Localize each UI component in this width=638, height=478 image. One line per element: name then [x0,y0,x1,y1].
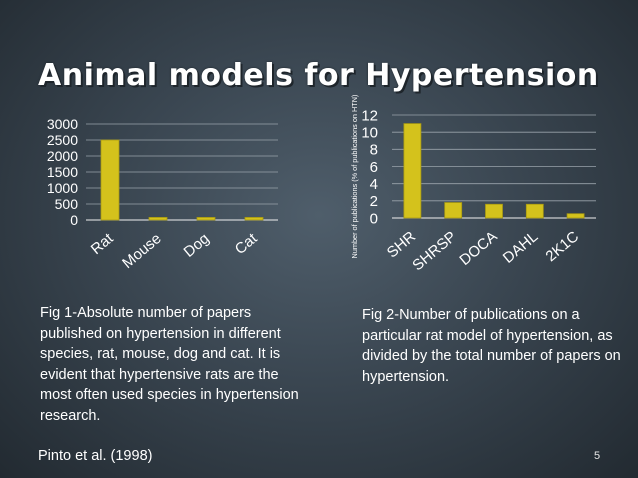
c2-ytick-label: 12 [361,107,378,124]
c2-bar [525,203,544,219]
c2-bar [566,213,585,219]
c1-category-label: Dog [181,230,213,261]
c1-category-label: Mouse [119,230,164,272]
caption-right: Fig 2-Number of publications on a partic… [362,307,621,385]
c2-category-label: 2K1C [542,228,582,265]
c2-ytick-label: 4 [370,176,378,193]
c2-ytick-label: 10 [361,124,378,141]
page-number: 5 [594,450,601,462]
c2-bar [485,203,503,219]
c1-bar [196,217,216,221]
c1-category-label: Cat [232,230,261,259]
c1-ytick-label: 0 [70,212,78,228]
c1-ytick-label: 1500 [47,164,78,180]
c2-bar [403,123,422,219]
c2-category-label: DOCA [456,228,500,269]
c1-ytick-label: 3000 [47,116,78,132]
c1-ytick-label: 2000 [47,148,78,164]
caption-left: Fig 1-Absolute number of papers publishe… [40,305,299,424]
c2-ytick-label: 6 [370,159,378,176]
c1-ytick-label: 1000 [47,180,78,196]
slide-title: Animal models for Hypertension [38,58,599,93]
c2-ytick-label: 0 [370,210,378,227]
c1-ytick-label: 2500 [47,132,78,148]
c1-bar [100,139,120,221]
c2-ytick-label: 8 [370,142,378,159]
c1-bar [148,217,168,221]
source-citation: Pinto et al. (1998) [38,448,153,464]
c2-bar [444,202,463,219]
c2-ytick-label: 2 [370,193,378,210]
c2-y-axis-title: Number of publications (% of publication… [350,95,359,259]
c1-bar [244,217,264,221]
c2-category-label: SHRSP [409,228,460,274]
c2-category-label: DAHL [500,228,542,267]
c1-category-label: Rat [88,230,117,259]
c1-ytick-label: 500 [55,196,79,212]
